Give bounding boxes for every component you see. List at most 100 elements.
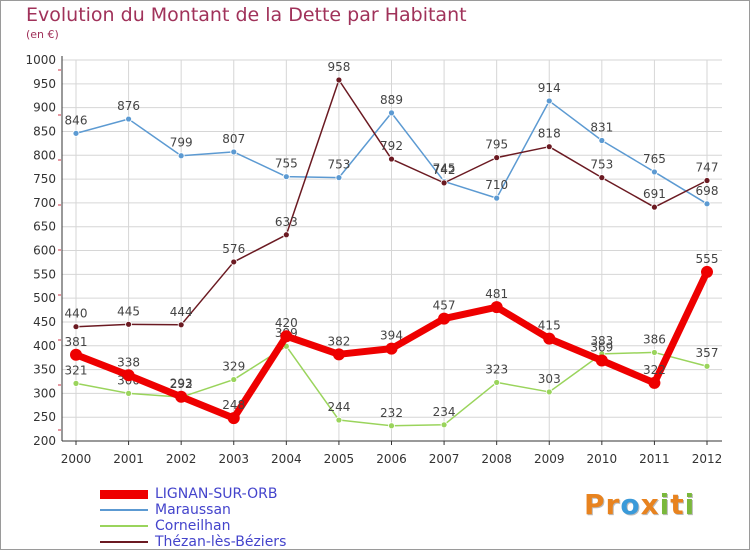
series-lignan-sur-orb-data-label: 415 xyxy=(538,319,561,333)
series-maraussan-point xyxy=(335,174,343,182)
series-maraussan-data-label: 755 xyxy=(275,157,298,171)
series-lignan-sur-orb-data-label: 248 xyxy=(222,398,245,412)
x-tick-label: 2002 xyxy=(166,452,197,466)
series-lignan-sur-orb-data-label: 381 xyxy=(65,335,88,349)
series-maraussan-data-label: 799 xyxy=(170,136,193,150)
series-maraussan-point xyxy=(125,115,132,123)
legend-swatch xyxy=(100,541,148,543)
series-lignan-sur-orb-point xyxy=(70,348,82,361)
legend-label: LIGNAN-SUR-ORB xyxy=(155,486,278,502)
series-maraussan-data-label: 710 xyxy=(485,178,508,192)
y-tick-label: 300 xyxy=(33,386,56,400)
chart-subtitle: (en €) xyxy=(26,28,59,41)
series-corneilhan-point xyxy=(335,416,343,424)
series-lignan-sur-orb-point xyxy=(701,265,713,278)
series-th-zan-l-s-b-ziers-data-label: 445 xyxy=(117,304,140,318)
series-maraussan-point xyxy=(282,173,290,181)
series-th-zan-l-s-b-ziers-point xyxy=(440,179,448,187)
series-lignan-sur-orb-point xyxy=(543,332,556,345)
series-lignan-sur-orb-data-label: 369 xyxy=(590,341,613,355)
series-lignan-sur-orb-point xyxy=(227,412,240,425)
series-corneilhan-point xyxy=(703,362,711,370)
series-maraussan-point xyxy=(230,148,238,156)
series-th-zan-l-s-b-ziers-point xyxy=(335,76,343,84)
series-maraussan-point xyxy=(545,97,553,105)
series-th-zan-l-s-b-ziers-data-label: 633 xyxy=(275,215,298,229)
series-maraussan-point xyxy=(598,137,606,144)
y-tick-label: 900 xyxy=(33,101,56,115)
series-th-zan-l-s-b-ziers-data-label: 818 xyxy=(538,127,561,141)
series-lignan-sur-orb-point xyxy=(385,342,398,355)
y-tick-label: 650 xyxy=(33,220,56,234)
series-th-zan-l-s-b-ziers-point xyxy=(651,203,658,211)
series-lignan-sur-orb-data-label: 394 xyxy=(380,329,403,343)
logo-letter: i xyxy=(684,488,696,521)
series-maraussan-point xyxy=(651,168,658,176)
x-tick-label: 2008 xyxy=(481,452,512,466)
series-th-zan-l-s-b-ziers-data-label: 747 xyxy=(696,160,719,174)
series-lignan-sur-orb-point xyxy=(175,390,188,403)
x-tick-label: 2000 xyxy=(61,452,92,466)
series-lignan-sur-orb-point xyxy=(280,330,293,343)
series-corneilhan-data-label: 232 xyxy=(380,406,403,420)
series-maraussan-data-label: 745 xyxy=(433,161,456,175)
series-th-zan-l-s-b-ziers-point xyxy=(125,320,132,328)
series-lignan-sur-orb-data-label: 555 xyxy=(696,252,719,266)
series-lignan-sur-orb-data-label: 457 xyxy=(433,299,456,313)
legend-swatch xyxy=(100,489,148,499)
series-lignan-sur-orb-point xyxy=(490,301,503,314)
series-lignan-sur-orb-point xyxy=(122,369,135,382)
series-lignan-sur-orb-data-label: 420 xyxy=(275,316,298,330)
y-tick-label: 750 xyxy=(33,172,56,186)
series-maraussan-point xyxy=(72,129,80,137)
y-tick-label: 600 xyxy=(33,244,56,258)
series-corneilhan-point xyxy=(388,422,395,430)
series-lignan-sur-orb-data-label: 338 xyxy=(117,355,140,369)
series-maraussan-data-label: 765 xyxy=(643,152,666,166)
series-corneilhan-data-label: 244 xyxy=(327,400,350,414)
x-tick-label: 2005 xyxy=(324,452,355,466)
series-corneilhan-data-label: 234 xyxy=(433,405,456,419)
logo-letter: t xyxy=(670,488,685,521)
y-tick-label: 950 xyxy=(33,77,56,91)
logo-letter: P xyxy=(584,488,606,521)
series-maraussan-data-label: 831 xyxy=(590,120,613,134)
series-th-zan-l-s-b-ziers-data-label: 691 xyxy=(643,187,666,201)
series-lignan-sur-orb-point xyxy=(595,354,608,367)
series-maraussan-data-label: 698 xyxy=(696,184,719,198)
series-th-zan-l-s-b-ziers-data-label: 958 xyxy=(327,60,350,74)
series-th-zan-l-s-b-ziers-point xyxy=(388,155,395,163)
y-tick-label: 400 xyxy=(33,339,56,353)
x-tick-label: 2009 xyxy=(534,452,565,466)
series-th-zan-l-s-b-ziers-data-label: 792 xyxy=(380,139,403,153)
x-tick-label: 2012 xyxy=(692,452,723,466)
series-corneilhan-data-label: 386 xyxy=(643,332,666,346)
y-tick-label: 450 xyxy=(33,315,56,329)
series-th-zan-l-s-b-ziers-data-label: 440 xyxy=(65,307,88,321)
series-lignan-sur-orb-data-label: 293 xyxy=(170,377,193,391)
y-tick-label: 500 xyxy=(33,291,56,305)
x-tick-label: 2003 xyxy=(218,452,249,466)
series-maraussan-data-label: 846 xyxy=(65,113,88,127)
x-tick-label: 2010 xyxy=(587,452,618,466)
series-maraussan-data-label: 889 xyxy=(380,93,403,107)
series-th-zan-l-s-b-ziers-point xyxy=(282,231,290,239)
x-tick-label: 2011 xyxy=(639,452,670,466)
series-corneilhan-data-label: 357 xyxy=(696,346,719,360)
series-lignan-sur-orb-point xyxy=(648,376,661,389)
legend-label: Maraussan xyxy=(155,502,231,518)
series-th-zan-l-s-b-ziers-point xyxy=(72,323,80,331)
series-corneilhan-data-label: 323 xyxy=(485,362,508,376)
series-maraussan-point xyxy=(388,109,395,117)
y-tick-label: 1000 xyxy=(25,53,56,67)
series-corneilhan-data-label: 383 xyxy=(590,334,613,348)
logo-letter: x xyxy=(640,488,660,521)
series-corneilhan-point xyxy=(440,421,448,429)
series-corneilhan-point xyxy=(651,349,658,356)
series-th-zan-l-s-b-ziers-point xyxy=(545,143,553,151)
series-corneilhan-point xyxy=(230,376,238,383)
series-lignan-sur-orb-data-label: 382 xyxy=(327,334,350,348)
logo-letter: o xyxy=(620,488,641,521)
series-corneilhan-point xyxy=(493,379,501,386)
